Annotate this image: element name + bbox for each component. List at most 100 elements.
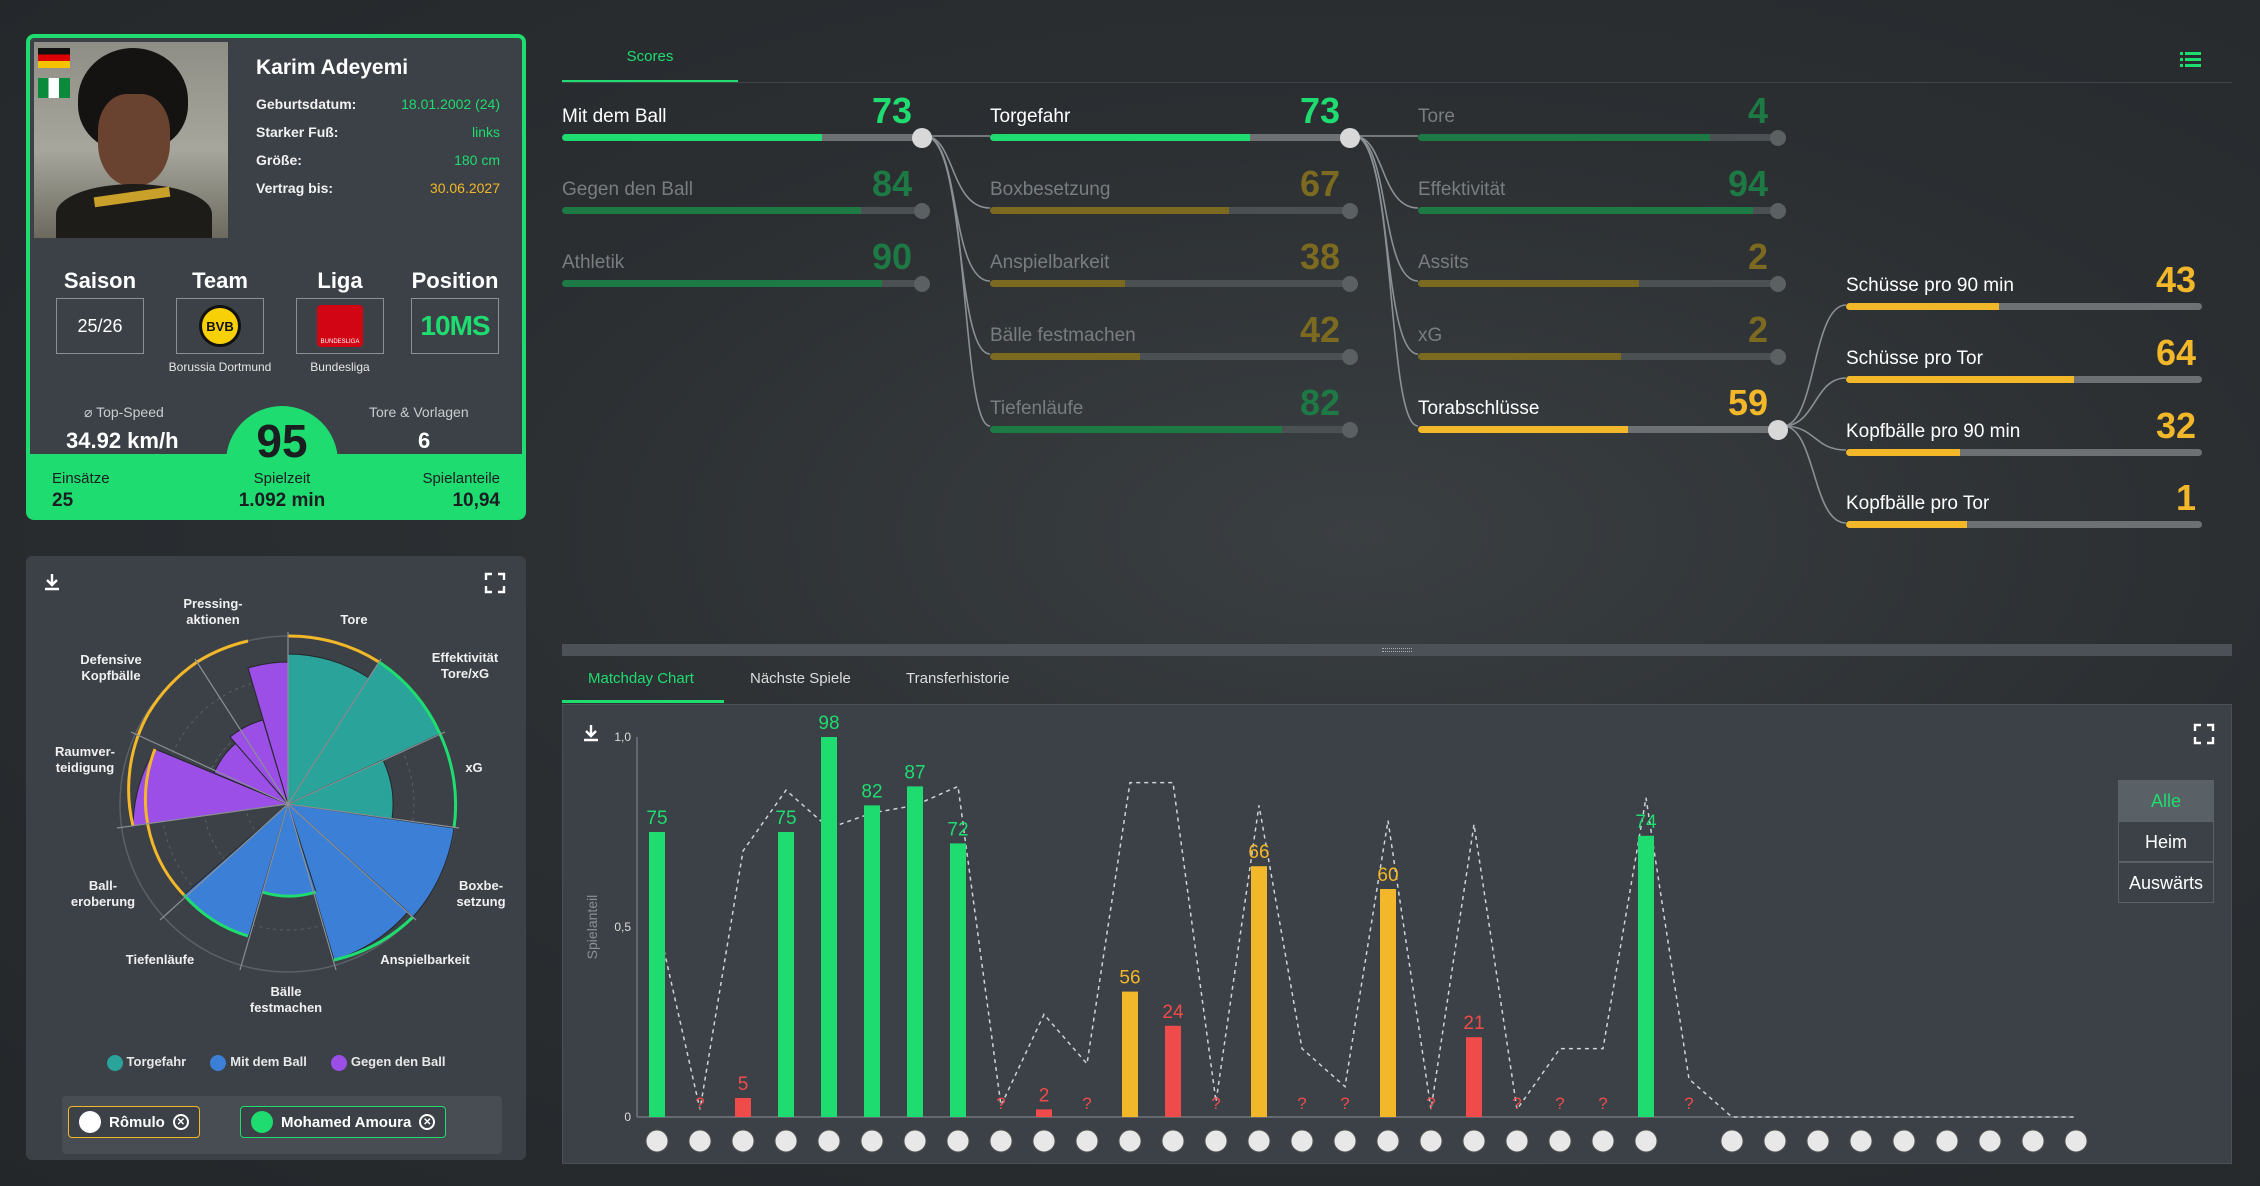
expand-knob[interactable] xyxy=(1770,130,1786,146)
club-logo-icon[interactable] xyxy=(1849,1129,1873,1153)
club-logo-icon[interactable] xyxy=(903,1129,927,1153)
club-logo-icon[interactable] xyxy=(731,1129,755,1153)
bar[interactable] xyxy=(1165,1025,1181,1117)
club-logo-icon[interactable] xyxy=(688,1129,712,1153)
score-node-anspielbarkeit[interactable]: Anspielbarkeit 38 xyxy=(990,236,1358,292)
score-node-gegen-den-ball[interactable]: Gegen den Ball 84 xyxy=(562,163,930,219)
download-icon[interactable] xyxy=(581,723,601,748)
bar[interactable] xyxy=(1251,866,1267,1117)
score-node-mit-dem-ball[interactable]: Mit dem Ball 73 xyxy=(562,90,932,148)
tab-matchday-chart[interactable]: Matchday Chart xyxy=(588,670,694,687)
club-logo-icon[interactable] xyxy=(1118,1129,1142,1153)
league-select[interactable]: BUNDESLIGA xyxy=(296,298,384,354)
bar[interactable] xyxy=(1638,835,1654,1117)
club-logo-icon[interactable] xyxy=(1720,1129,1744,1153)
club-logo-icon[interactable] xyxy=(774,1129,798,1153)
filter-auswaerts-button[interactable]: Auswärts xyxy=(2118,862,2214,903)
position-select[interactable]: 10MS xyxy=(411,298,499,354)
club-logo-icon[interactable] xyxy=(1247,1129,1271,1153)
season-select[interactable]: 25/26 xyxy=(56,298,144,354)
club-logo-icon[interactable] xyxy=(1634,1129,1658,1153)
bar[interactable] xyxy=(1036,1109,1052,1117)
list-icon[interactable] xyxy=(2180,50,2202,73)
club-logo-icon[interactable] xyxy=(817,1129,841,1153)
score-node-kopfbälle-pro-90-min[interactable]: Kopfbälle pro 90 min 32 xyxy=(1846,405,2202,456)
club-logo-icon[interactable] xyxy=(1505,1129,1529,1153)
club-logo-icon[interactable] xyxy=(1419,1129,1443,1153)
expand-knob[interactable] xyxy=(1770,203,1786,219)
expand-knob[interactable] xyxy=(1768,420,1788,440)
close-icon[interactable]: ✕ xyxy=(172,1114,189,1130)
expand-knob[interactable] xyxy=(1340,128,1360,148)
club-logo-icon[interactable] xyxy=(645,1129,669,1153)
filter-alle-button[interactable]: Alle xyxy=(2118,780,2214,821)
score-node-effektivität[interactable]: Effektivität 94 xyxy=(1418,163,1786,219)
bar[interactable] xyxy=(1380,889,1396,1117)
club-logo-icon[interactable] xyxy=(860,1129,884,1153)
expand-knob[interactable] xyxy=(914,276,930,292)
expand-knob[interactable] xyxy=(912,128,932,148)
club-logo-icon[interactable] xyxy=(1892,1129,1916,1153)
tab-transferhistorie[interactable]: Transferhistorie xyxy=(906,670,1010,687)
panel-splitter[interactable] xyxy=(562,644,2232,656)
club-logo-icon[interactable] xyxy=(1806,1129,1830,1153)
bar[interactable] xyxy=(1122,991,1138,1117)
expand-knob[interactable] xyxy=(1770,276,1786,292)
club-logo-icon[interactable] xyxy=(1763,1129,1787,1153)
bar[interactable] xyxy=(864,805,880,1117)
team-select[interactable]: BVB xyxy=(176,298,264,354)
chip-romulo[interactable]: Rômulo ✕ xyxy=(68,1106,200,1138)
bar[interactable] xyxy=(735,1098,751,1117)
legend-gegen-den-ball[interactable]: Gegen den Ball xyxy=(330,1054,445,1071)
score-node-torgefahr[interactable]: Torgefahr 73 xyxy=(990,90,1360,148)
club-logo-icon[interactable] xyxy=(1591,1129,1615,1153)
score-node-bälle-festmachen[interactable]: Bälle festmachen 42 xyxy=(990,309,1358,365)
legend-mit-dem-ball[interactable]: Mit dem Ball xyxy=(210,1054,307,1071)
download-icon[interactable] xyxy=(42,572,62,597)
bar[interactable] xyxy=(649,832,665,1117)
bar[interactable] xyxy=(778,832,794,1117)
tab-scores[interactable]: Scores xyxy=(626,48,674,65)
club-logo-icon[interactable] xyxy=(1376,1129,1400,1153)
expand-knob[interactable] xyxy=(914,203,930,219)
score-node-schüsse-pro-90-min[interactable]: Schüsse pro 90 min 43 xyxy=(1846,259,2202,310)
club-logo-icon[interactable] xyxy=(1161,1129,1185,1153)
score-node-athletik[interactable]: Athletik 90 xyxy=(562,236,930,292)
club-logo-icon[interactable] xyxy=(1935,1129,1959,1153)
legend-torgefahr[interactable]: Torgefahr xyxy=(106,1054,186,1071)
score-node-kopfbälle-pro-tor[interactable]: Kopfbälle pro Tor 1 xyxy=(1846,477,2202,528)
club-logo-icon[interactable] xyxy=(1548,1129,1572,1153)
fullscreen-icon[interactable] xyxy=(484,572,506,599)
club-logo-icon[interactable] xyxy=(946,1129,970,1153)
expand-knob[interactable] xyxy=(1342,422,1358,438)
bar[interactable] xyxy=(1466,1037,1482,1117)
club-logo-icon[interactable] xyxy=(1462,1129,1486,1153)
club-logo-icon[interactable] xyxy=(1290,1129,1314,1153)
chip-mohamed-amoura[interactable]: Mohamed Amoura ✕ xyxy=(240,1106,447,1138)
expand-knob[interactable] xyxy=(1342,203,1358,219)
club-logo-icon[interactable] xyxy=(1032,1129,1056,1153)
filter-heim-button[interactable]: Heim xyxy=(2118,821,2214,862)
score-node-schüsse-pro-tor[interactable]: Schüsse pro Tor 64 xyxy=(1846,332,2202,383)
bar[interactable] xyxy=(907,786,923,1117)
club-logo-icon[interactable] xyxy=(989,1129,1013,1153)
fullscreen-icon[interactable] xyxy=(2193,723,2215,750)
score-node-boxbesetzung[interactable]: Boxbesetzung 67 xyxy=(990,163,1358,219)
score-node-tore[interactable]: Tore 4 xyxy=(1418,90,1786,146)
score-node-tiefenläufe[interactable]: Tiefenläufe 82 xyxy=(990,382,1358,438)
score-node-assits[interactable]: Assits 2 xyxy=(1418,236,1786,292)
bar[interactable] xyxy=(821,737,837,1117)
expand-knob[interactable] xyxy=(1770,349,1786,365)
expand-knob[interactable] xyxy=(1342,276,1358,292)
club-logo-icon[interactable] xyxy=(1075,1129,1099,1153)
club-logo-icon[interactable] xyxy=(1978,1129,2002,1153)
score-node-torabschlüsse[interactable]: Torabschlüsse 59 xyxy=(1418,382,1788,440)
club-logo-icon[interactable] xyxy=(2021,1129,2045,1153)
score-node-xg[interactable]: xG 2 xyxy=(1418,309,1786,365)
club-logo-icon[interactable] xyxy=(1204,1129,1228,1153)
club-logo-icon[interactable] xyxy=(1333,1129,1357,1153)
expand-knob[interactable] xyxy=(1342,349,1358,365)
close-icon[interactable]: ✕ xyxy=(419,1114,436,1130)
bar[interactable] xyxy=(950,843,966,1117)
tab-naechste-spiele[interactable]: Nächste Spiele xyxy=(750,670,851,687)
